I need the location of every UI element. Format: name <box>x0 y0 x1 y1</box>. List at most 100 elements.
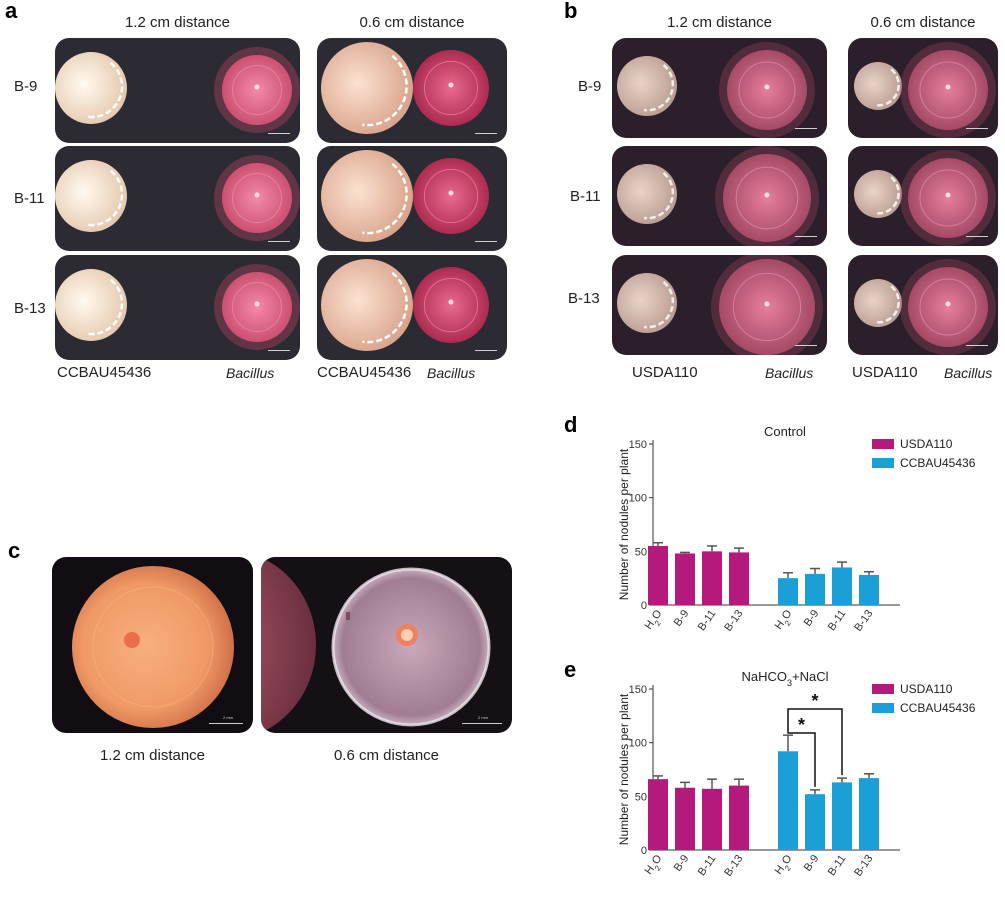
x-tick-label: B-13 <box>722 853 745 879</box>
y-tick-label: 100 <box>629 493 647 505</box>
significance-mark: * <box>798 715 805 735</box>
x-tick-label: B-11 <box>826 608 849 633</box>
bar <box>729 785 749 850</box>
colony-image <box>617 255 823 355</box>
scale-bar-text: 2 mm <box>223 715 233 720</box>
legend-label: CCBAU45436 <box>900 456 976 470</box>
colony-image <box>55 47 300 133</box>
bar <box>648 779 668 850</box>
petri-plate <box>848 38 998 138</box>
panel-b-row-label: B-11 <box>570 188 601 205</box>
colony-image <box>321 42 489 134</box>
x-tick-label: B-11 <box>826 853 849 878</box>
chart-title: NaHCO3+NaCl <box>741 669 828 688</box>
petri-plate <box>317 38 507 143</box>
colony-image <box>321 259 489 351</box>
y-tick-label: 50 <box>635 546 647 558</box>
x-tick-label: B-11 <box>696 853 719 878</box>
panel-c-plate-1: 2 mm <box>52 557 253 733</box>
bar <box>702 788 722 850</box>
bar <box>729 552 749 605</box>
legend-swatch <box>872 439 894 449</box>
petri-plate <box>55 38 300 143</box>
y-tick-label: 0 <box>641 845 647 857</box>
panel-c-caption-1: 1.2 cm distance <box>99 747 206 764</box>
x-tick-label: B-13 <box>722 608 745 634</box>
panel-b-header-2: 0.6 cm distance <box>870 14 976 31</box>
panel-b-header-1: 1.2 cm distance <box>666 14 773 31</box>
panel-a-header-1: 1.2 cm distance <box>124 14 231 31</box>
scale-bar <box>268 127 290 134</box>
x-tick-label: B-13 <box>852 853 875 879</box>
panel-c-plate-2: 2 mm <box>261 557 512 733</box>
bar <box>648 545 668 605</box>
petri-plate <box>612 146 827 246</box>
bar <box>778 578 798 605</box>
panel-a-strain-label: CCBAU45436 <box>57 364 152 381</box>
y-axis-label: Number of nodules per plant <box>617 693 631 845</box>
panel-c-label: c <box>8 538 21 563</box>
colony-image <box>617 42 815 138</box>
petri-plate <box>612 255 827 355</box>
x-tick-label: B-11 <box>696 608 719 633</box>
petri-plate <box>55 146 300 251</box>
panel-c-colony-image-1 <box>72 566 234 728</box>
y-tick-label: 100 <box>629 738 647 750</box>
legend-swatch <box>872 458 894 468</box>
legend-label: USDA110 <box>900 437 953 451</box>
panel-b-bacillus-label: Bacillus <box>765 365 814 381</box>
panel-b-strain-label: USDA110 <box>632 364 698 381</box>
scale-bar <box>475 127 497 134</box>
x-tick-label: B-9 <box>802 608 822 629</box>
bar <box>805 794 825 850</box>
scale-bar <box>795 122 817 129</box>
scale-bar <box>475 235 497 242</box>
panel-e-label: e <box>564 657 577 682</box>
scale-bar <box>475 344 497 351</box>
significance-bracket <box>787 708 843 776</box>
bar <box>702 551 722 605</box>
panel-c-colony-image-2 <box>261 557 491 733</box>
petri-plate <box>317 255 507 360</box>
scale-bar <box>209 717 243 724</box>
panel-a-strain-label: CCBAU45436 <box>317 364 412 381</box>
scale-bar <box>795 339 817 346</box>
bar <box>675 787 695 850</box>
x-tick-label: H2O <box>773 852 798 878</box>
x-tick-label: B-9 <box>802 853 822 874</box>
petri-plate <box>55 255 300 360</box>
petri-plate <box>612 38 827 138</box>
colony-image <box>854 259 996 355</box>
panel-b-label: b <box>564 0 578 23</box>
y-tick-label: 0 <box>641 600 647 612</box>
chart-title: Control <box>764 424 806 439</box>
petri-plate <box>848 255 998 355</box>
colony-image <box>321 150 489 242</box>
colony-image <box>854 42 996 138</box>
petri-plate <box>848 146 998 246</box>
panel-b-row-label: B-13 <box>568 290 600 307</box>
legend-swatch <box>872 703 894 713</box>
x-tick-label: B-13 <box>852 608 875 634</box>
y-tick-label: 150 <box>629 439 647 451</box>
x-tick-label: B-9 <box>672 608 692 629</box>
bar <box>675 553 695 605</box>
panel-c-caption-2: 0.6 cm distance <box>333 747 440 764</box>
colony-image <box>617 146 819 246</box>
bar <box>832 782 852 850</box>
colony-image <box>55 155 300 241</box>
significance-mark: * <box>811 691 818 711</box>
petri-plate <box>317 146 507 251</box>
chart-d: Control Number of nodules per plant 0 50 100… <box>617 424 976 634</box>
legend-swatch <box>872 684 894 694</box>
panel-d-label: d <box>564 412 578 437</box>
panel-a-row-label: B-11 <box>14 190 45 207</box>
scale-bar <box>268 235 290 242</box>
bar <box>832 567 852 605</box>
chart-e: NaHCO3+NaCl Number of nodules per plant 0 5… <box>617 669 976 879</box>
y-tick-label: 50 <box>635 791 647 803</box>
scale-bar <box>966 339 988 346</box>
scale-bar <box>966 230 988 237</box>
x-tick-label: H2O <box>773 607 798 633</box>
panel-a-row-label: B-13 <box>14 300 46 317</box>
